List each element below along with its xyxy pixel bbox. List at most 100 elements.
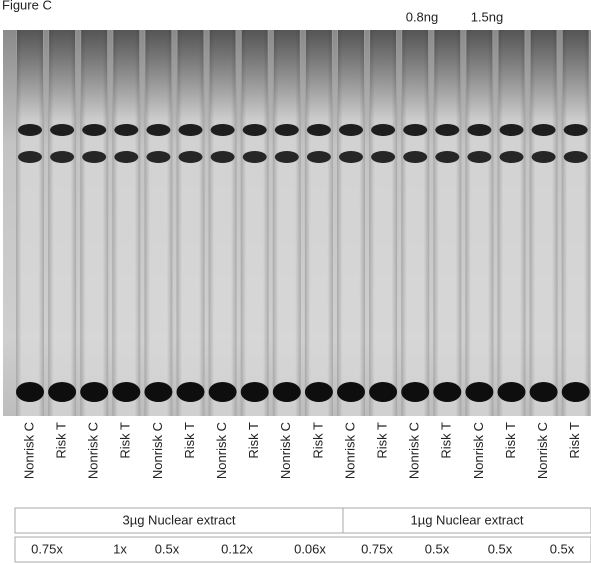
lane-smear xyxy=(402,30,429,120)
lane-smear xyxy=(338,30,364,120)
free-probe xyxy=(433,382,462,402)
lane-label: Risk T xyxy=(118,422,133,459)
free-probe xyxy=(176,382,205,402)
band-upper xyxy=(114,124,139,136)
lane-label: Risk T xyxy=(310,422,325,459)
free-probe xyxy=(304,382,333,402)
group-label: 3µg Nuclear extract xyxy=(123,512,236,527)
gel-lanes xyxy=(16,30,590,416)
free-probe xyxy=(529,382,558,402)
lane-label: Nonrisk C xyxy=(214,422,229,479)
free-probe xyxy=(369,382,398,402)
band-upper xyxy=(467,124,492,136)
free-probe xyxy=(112,382,141,402)
lane-smear xyxy=(434,30,461,120)
ratio-label: 0.06x xyxy=(294,541,326,556)
lane-smear xyxy=(81,30,108,120)
lane-smear xyxy=(562,30,589,120)
free-probe xyxy=(208,382,237,402)
band-lower xyxy=(499,151,524,163)
band-lower xyxy=(114,151,139,163)
band-lower xyxy=(435,151,460,163)
band-lower xyxy=(178,151,203,163)
group-row xyxy=(14,507,591,534)
group-label: 1µg Nuclear extract xyxy=(411,512,524,527)
lane-label: Risk T xyxy=(375,422,390,459)
band-upper xyxy=(339,124,363,136)
band-upper xyxy=(82,124,107,136)
lane-label: Nonrisk C xyxy=(278,422,293,479)
band-upper xyxy=(18,124,42,136)
band-upper xyxy=(531,124,556,136)
lane-label: Nonrisk C xyxy=(535,422,550,479)
ratio-label: 0.5x xyxy=(550,541,575,556)
lane-label: Nonrisk C xyxy=(407,422,422,479)
band-lower xyxy=(467,151,492,163)
lane-smear xyxy=(530,30,557,120)
lane-label: Risk T xyxy=(182,422,197,459)
ratio-label: 0.75x xyxy=(31,541,63,556)
band-lower xyxy=(371,151,396,163)
lane-smear xyxy=(273,30,300,120)
free-probe xyxy=(337,382,365,402)
ratio-label: 0.75x xyxy=(361,541,393,556)
band-upper xyxy=(146,124,171,136)
lane-smear xyxy=(370,30,397,120)
free-probe xyxy=(497,382,526,402)
band-upper xyxy=(499,124,524,136)
lane-smear xyxy=(49,30,76,120)
lane-label: Risk T xyxy=(503,422,518,459)
annotation: 1.5ng xyxy=(471,9,504,24)
band-lower xyxy=(306,151,331,163)
free-probe xyxy=(144,382,173,402)
lane-smear xyxy=(177,30,204,120)
band-lower xyxy=(274,151,299,163)
lane-label: Nonrisk C xyxy=(150,422,165,479)
ratio-label: 0.5x xyxy=(488,541,513,556)
lane-label: Nonrisk C xyxy=(342,422,357,479)
ratio-label: 1x xyxy=(113,541,127,556)
free-probe xyxy=(80,382,109,402)
band-upper xyxy=(563,124,588,136)
lane-smear xyxy=(241,30,268,120)
band-upper xyxy=(178,124,203,136)
ratio-row xyxy=(14,536,591,563)
ratio-label: 0.5x xyxy=(155,541,180,556)
band-lower xyxy=(18,151,42,163)
band-lower xyxy=(82,151,107,163)
ratio-label: 0.12x xyxy=(221,541,253,556)
free-probe xyxy=(16,382,44,402)
band-upper xyxy=(50,124,75,136)
lane-label: Risk T xyxy=(567,422,582,459)
band-lower xyxy=(339,151,363,163)
free-probe xyxy=(561,382,590,402)
free-probe xyxy=(465,382,494,402)
band-upper xyxy=(306,124,331,136)
ratio-label: 0.5x xyxy=(425,541,450,556)
band-lower xyxy=(242,151,267,163)
lane-smear xyxy=(466,30,493,120)
lane-smear xyxy=(305,30,332,120)
figure-title: Figure C xyxy=(2,0,52,12)
band-upper xyxy=(403,124,428,136)
band-upper xyxy=(210,124,235,136)
band-upper xyxy=(242,124,267,136)
band-upper xyxy=(274,124,299,136)
free-probe xyxy=(401,382,430,402)
band-lower xyxy=(563,151,588,163)
band-lower xyxy=(403,151,428,163)
band-lower xyxy=(146,151,171,163)
lane-label: Risk T xyxy=(246,422,261,459)
lane-label: Risk T xyxy=(439,422,454,459)
band-upper xyxy=(371,124,396,136)
annotation: 0.8ng xyxy=(406,9,439,24)
lane-smear xyxy=(145,30,172,120)
lane-smear xyxy=(209,30,236,120)
free-probe xyxy=(48,382,77,402)
lane-label: Nonrisk C xyxy=(471,422,486,479)
lane-smear xyxy=(498,30,525,120)
lane-label: Nonrisk C xyxy=(86,422,101,479)
free-probe xyxy=(272,382,301,402)
band-lower xyxy=(531,151,556,163)
